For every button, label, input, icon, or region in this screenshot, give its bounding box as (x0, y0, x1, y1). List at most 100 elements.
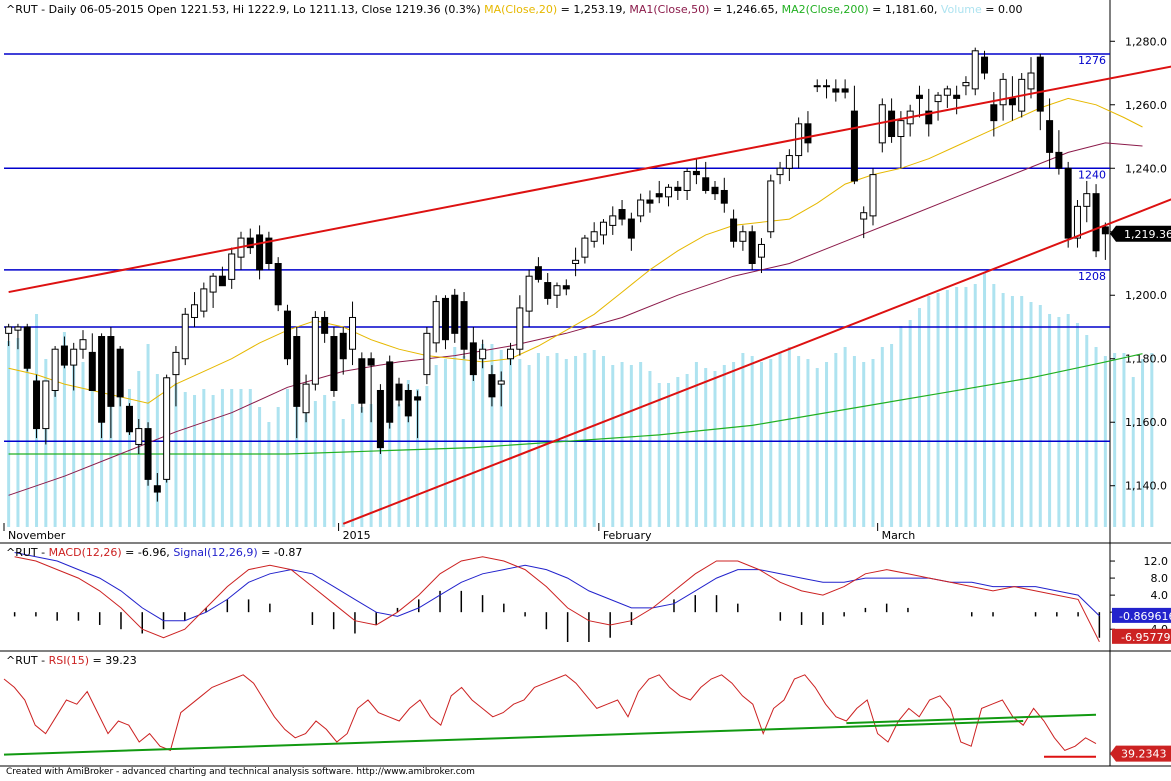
volume-bar (360, 407, 364, 527)
macd-tick-label: 8.0 (1151, 572, 1169, 585)
volume-bar (332, 401, 336, 527)
candle-body (562, 285, 570, 290)
candle-body (283, 310, 291, 360)
y-tick-label: 1,260.0 (1125, 99, 1167, 112)
candle-body (897, 120, 905, 138)
candle-body (692, 170, 700, 176)
candle-body (209, 275, 217, 293)
volume-bar (62, 332, 66, 527)
candle-body (60, 345, 68, 366)
volume-bar (964, 287, 968, 527)
header-part: MA(Close,20) (484, 3, 557, 16)
volume-bar (25, 335, 29, 527)
candle-body (1027, 72, 1035, 90)
y-tick-label: 1,280.0 (1125, 35, 1167, 48)
candle-body (191, 304, 199, 318)
volume-bar (220, 389, 224, 527)
candle-body (349, 316, 357, 350)
volume-bar (759, 362, 763, 527)
candle-body (367, 358, 375, 366)
volume-bar (973, 284, 977, 527)
volume-bar (825, 362, 829, 527)
macd-last-label: -6.95779 (1121, 631, 1170, 644)
volume-bar (639, 362, 643, 527)
volume-bar (1122, 353, 1126, 527)
candle-body (423, 332, 431, 376)
volume-bar (527, 365, 531, 527)
x-tick-label: 2015 (343, 529, 371, 542)
volume-bar (862, 362, 866, 527)
header-part: ^RUT - Daily 06-05-2015 Open 1221.53, Hi… (6, 3, 484, 16)
volume-bar (155, 374, 159, 527)
candle-body (711, 186, 719, 195)
macd-line (14, 556, 1100, 643)
candle-body (618, 209, 626, 220)
x-tick-label: February (603, 529, 652, 542)
volume-bar (1020, 296, 1024, 527)
rsi-header-part: = 39.23 (89, 654, 137, 667)
volume-bar (211, 395, 215, 527)
volume-bar (53, 359, 57, 527)
macd-header: ^RUT - MACD(12,26) = -6.96, Signal(12,26… (6, 546, 302, 559)
candle-body (934, 94, 942, 103)
volume-bar (1001, 293, 1005, 527)
volume-bar (323, 395, 327, 527)
candle-body (757, 243, 765, 258)
volume-bar (193, 395, 197, 527)
volume-bar (536, 353, 540, 527)
y-tick-label: 1,160.0 (1125, 416, 1167, 429)
candle-body (51, 348, 59, 391)
candle-body (441, 297, 449, 341)
candle-body (144, 428, 152, 480)
candle-body (739, 231, 747, 242)
volume-bar (778, 353, 782, 527)
volume-bar (945, 290, 949, 527)
rsi-last-label: 39.2343 (1121, 748, 1167, 761)
signal-last-label: -0.869616 (1119, 610, 1171, 623)
candle-body (915, 94, 923, 99)
level-label: 1240 (1078, 168, 1106, 181)
x-tick-label: November (8, 529, 66, 542)
volume-bar (313, 401, 317, 527)
candle-body (395, 383, 403, 401)
price-header: ^RUT - Daily 06-05-2015 Open 1221.53, Hi… (6, 3, 1023, 16)
volume-bar (425, 386, 429, 527)
candle-body (655, 193, 663, 198)
candle-body (265, 237, 273, 265)
candle-body (107, 336, 115, 407)
candle-body (981, 56, 989, 74)
trendline (342, 198, 1171, 525)
volume-bar (834, 353, 838, 527)
volume-bar (741, 353, 745, 527)
volume-bar (7, 341, 11, 527)
candle-body (376, 389, 384, 449)
volume-bar (713, 371, 717, 527)
candle-body (990, 104, 998, 122)
volume-bar (90, 377, 94, 527)
volume-bar (787, 347, 791, 527)
candle-body (1092, 193, 1100, 252)
volume-bar (174, 383, 178, 527)
candle-body (432, 301, 440, 344)
candle-body (451, 294, 459, 334)
candle-body (999, 78, 1007, 106)
volume-bar (341, 419, 345, 527)
candle-body (609, 215, 617, 226)
volume-bar (1141, 359, 1145, 527)
volume-bar (1010, 296, 1014, 527)
candle-body (507, 348, 515, 360)
candle-body (200, 288, 208, 312)
volume-bar (620, 362, 624, 527)
level-label: 1276 (1078, 54, 1106, 67)
candle-body (488, 374, 496, 398)
rsi-trendline (846, 713, 1097, 725)
volume-bar (481, 344, 485, 527)
candle-body (869, 174, 877, 217)
candle-body (702, 177, 710, 191)
candle-body (70, 348, 78, 366)
candle-body (274, 263, 282, 306)
volume-bar (230, 389, 234, 527)
candle-body (116, 348, 124, 398)
volume-bar (499, 350, 503, 527)
candle-body (79, 339, 87, 350)
